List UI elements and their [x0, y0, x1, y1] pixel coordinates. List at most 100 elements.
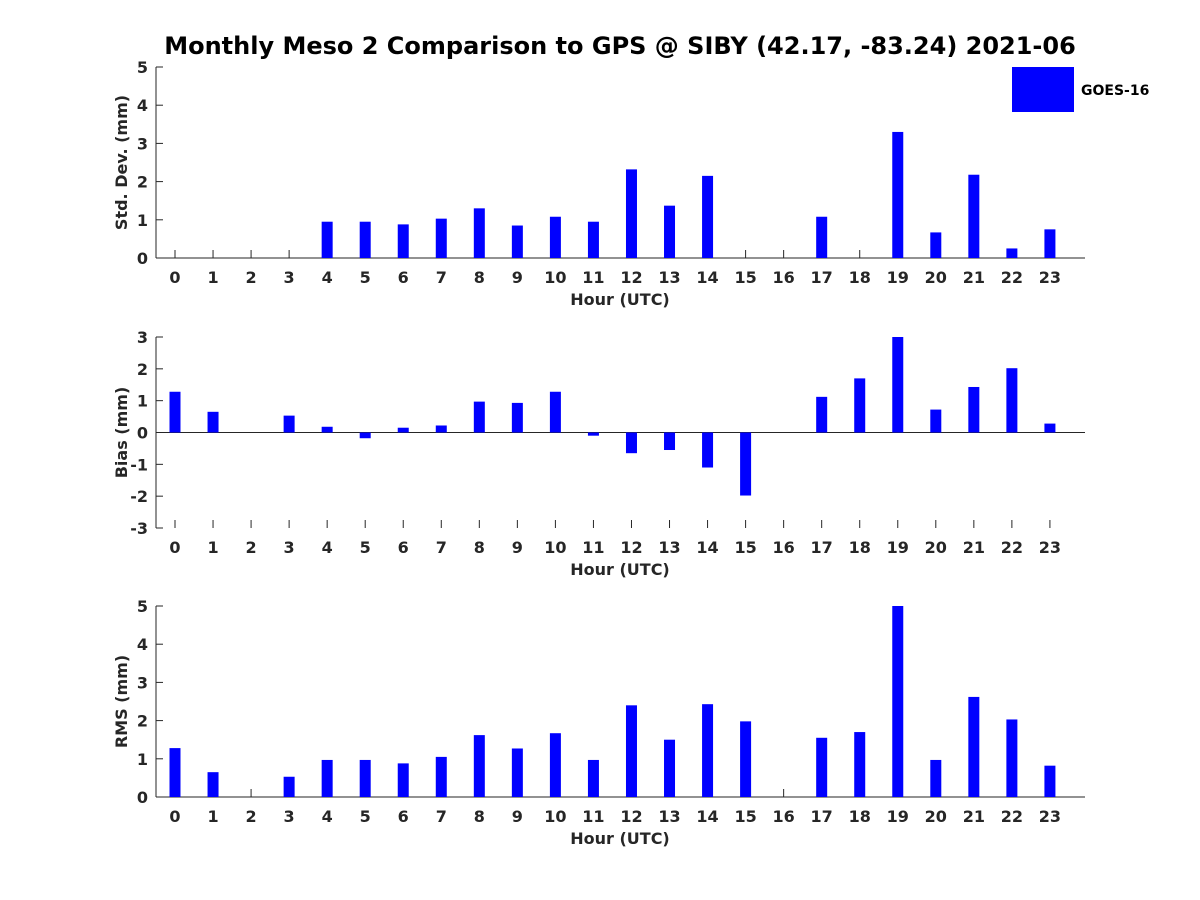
- x-tick-label: 2: [246, 538, 257, 557]
- x-tick-label: 8: [474, 268, 485, 287]
- x-tick-label: 12: [620, 268, 642, 287]
- x-axis-label: Hour (UTC): [570, 290, 670, 309]
- y-tick-label: 5: [137, 597, 148, 616]
- x-tick-label: 9: [512, 538, 523, 557]
- bar: [511, 748, 523, 797]
- bar: [473, 401, 485, 433]
- x-axis-label: Hour (UTC): [570, 829, 670, 848]
- x-tick-label: 3: [284, 538, 295, 557]
- x-tick-label: 9: [512, 807, 523, 826]
- x-tick-label: 13: [658, 268, 680, 287]
- bar: [473, 208, 485, 258]
- x-tick-label: 4: [322, 807, 333, 826]
- x-tick-label: 0: [169, 807, 180, 826]
- bar: [359, 432, 371, 439]
- bar: [207, 772, 219, 797]
- bar: [664, 432, 676, 451]
- x-tick-label: 23: [1039, 538, 1061, 557]
- x-tick-label: 20: [925, 538, 947, 557]
- bar: [321, 759, 333, 797]
- y-tick-label: 1: [137, 211, 148, 230]
- x-tick-label: 3: [284, 807, 295, 826]
- bar: [664, 739, 676, 797]
- bar: [397, 427, 409, 433]
- x-tick-label: 17: [811, 268, 833, 287]
- x-tick-label: 11: [582, 268, 604, 287]
- x-tick-label: 4: [322, 538, 333, 557]
- x-tick-label: 12: [620, 538, 642, 557]
- bar: [816, 216, 828, 258]
- bar: [664, 205, 676, 258]
- x-tick-label: 0: [169, 268, 180, 287]
- x-tick-label: 1: [207, 538, 218, 557]
- y-tick-label: 5: [137, 58, 148, 77]
- bar: [1044, 423, 1056, 433]
- bar: [930, 409, 942, 433]
- y-axis-label: Bias (mm): [112, 387, 131, 479]
- bar: [892, 337, 904, 433]
- bar: [321, 426, 333, 433]
- x-tick-label: 6: [398, 807, 409, 826]
- x-tick-label: 22: [1001, 807, 1023, 826]
- y-tick-label: 1: [137, 750, 148, 769]
- bar: [587, 432, 599, 436]
- x-tick-label: 2: [246, 268, 257, 287]
- x-tick-label: 16: [773, 538, 795, 557]
- legend-swatch: [1012, 67, 1074, 112]
- y-tick-label: -3: [130, 519, 148, 538]
- bar: [625, 705, 637, 797]
- y-tick-label: -2: [130, 487, 148, 506]
- bar: [930, 232, 942, 258]
- y-tick-label: 0: [137, 424, 148, 443]
- bar: [283, 415, 295, 433]
- bar: [968, 386, 980, 433]
- bar: [511, 225, 523, 258]
- bar: [549, 216, 561, 258]
- y-axis-label: Std. Dev. (mm): [112, 95, 131, 230]
- x-tick-label: 13: [658, 807, 680, 826]
- bar: [587, 759, 599, 797]
- x-tick-label: 5: [360, 268, 371, 287]
- bar: [587, 221, 599, 258]
- bar: [854, 732, 866, 797]
- y-tick-label: -1: [130, 455, 148, 474]
- x-tick-label: 17: [811, 807, 833, 826]
- bar: [625, 432, 637, 454]
- x-tick-label: 15: [734, 807, 756, 826]
- y-tick-label: 0: [137, 249, 148, 268]
- bar: [740, 432, 752, 496]
- bar: [892, 606, 904, 797]
- x-tick-label: 9: [512, 268, 523, 287]
- x-tick-label: 20: [925, 268, 947, 287]
- x-tick-label: 6: [398, 538, 409, 557]
- bar: [207, 411, 219, 433]
- y-tick-label: 2: [137, 360, 148, 379]
- bar: [968, 696, 980, 797]
- bar: [283, 776, 295, 797]
- bar: [854, 378, 866, 433]
- bar: [740, 721, 752, 797]
- x-tick-label: 19: [887, 807, 909, 826]
- bar: [1006, 719, 1018, 797]
- x-tick-label: 21: [963, 538, 985, 557]
- bar: [435, 425, 447, 433]
- x-tick-label: 14: [696, 538, 718, 557]
- x-tick-label: 10: [544, 807, 566, 826]
- y-tick-label: 2: [137, 712, 148, 731]
- x-tick-label: 21: [963, 268, 985, 287]
- x-tick-label: 19: [887, 268, 909, 287]
- bar: [1006, 248, 1018, 258]
- bar: [625, 169, 637, 258]
- legend: GOES-16: [1012, 67, 1149, 112]
- y-axis-label: RMS (mm): [112, 655, 131, 748]
- bar: [169, 748, 181, 797]
- bar: [1044, 765, 1056, 797]
- bar: [473, 735, 485, 797]
- x-tick-label: 20: [925, 807, 947, 826]
- x-tick-label: 16: [773, 268, 795, 287]
- x-tick-label: 18: [849, 268, 871, 287]
- bar: [1006, 368, 1018, 433]
- x-tick-label: 10: [544, 538, 566, 557]
